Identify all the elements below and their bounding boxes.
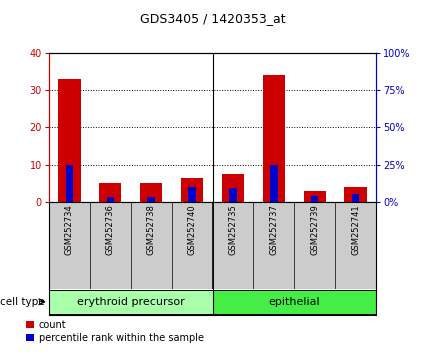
Text: cell type: cell type (0, 297, 45, 307)
Bar (344, 187, 367, 202)
Bar (65, 165, 73, 202)
Bar (181, 178, 203, 202)
Text: GSM252738: GSM252738 (147, 204, 156, 255)
Bar (107, 197, 114, 202)
Bar (147, 197, 155, 202)
Bar (270, 165, 278, 202)
Text: GSM252734: GSM252734 (65, 204, 74, 255)
Bar (188, 187, 196, 202)
Text: GSM252741: GSM252741 (351, 204, 360, 255)
Text: GDS3405 / 1420353_at: GDS3405 / 1420353_at (140, 12, 285, 25)
Text: epithelial: epithelial (269, 297, 320, 307)
Bar (263, 75, 285, 202)
Bar (99, 183, 122, 202)
Bar (140, 183, 162, 202)
Text: GSM252736: GSM252736 (106, 204, 115, 255)
Text: GSM252739: GSM252739 (310, 204, 319, 255)
Bar (352, 194, 360, 202)
Bar (311, 196, 318, 202)
Text: erythroid precursor: erythroid precursor (77, 297, 184, 307)
Bar (222, 174, 244, 202)
Text: GSM252737: GSM252737 (269, 204, 278, 255)
Bar (303, 190, 326, 202)
Text: GSM252740: GSM252740 (187, 204, 196, 255)
FancyBboxPatch shape (49, 290, 212, 314)
Text: GSM252735: GSM252735 (229, 204, 238, 255)
FancyBboxPatch shape (212, 290, 376, 314)
Bar (58, 79, 81, 202)
Legend: count, percentile rank within the sample: count, percentile rank within the sample (26, 320, 204, 343)
Bar (229, 188, 237, 202)
